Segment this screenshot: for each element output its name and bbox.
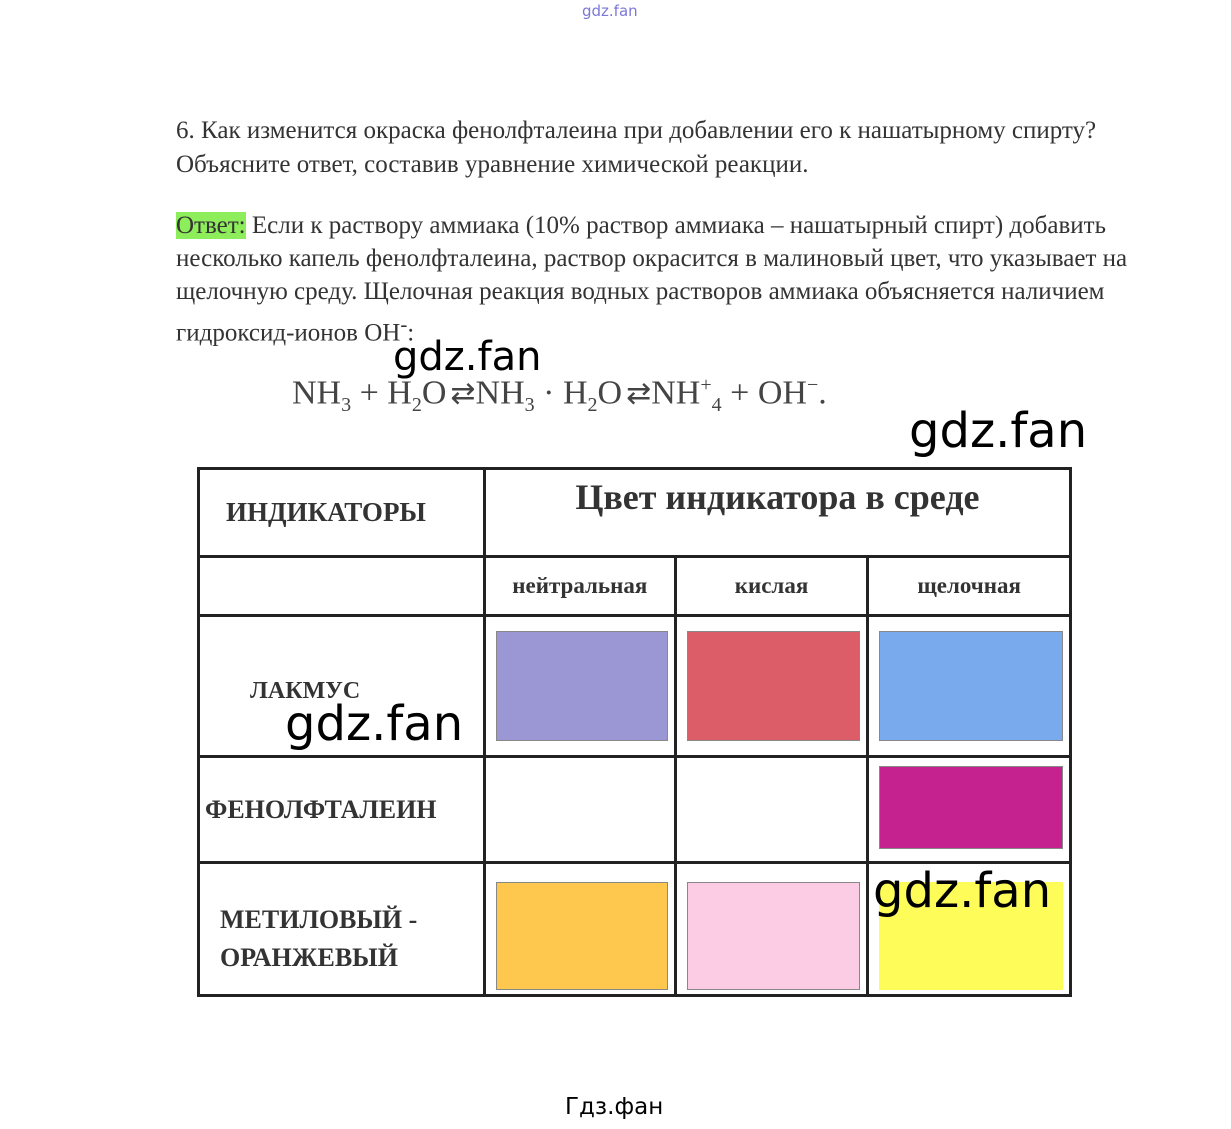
eq-sub: 2 bbox=[411, 394, 422, 417]
watermark: gdz.fan bbox=[393, 334, 542, 380]
eq-part: + H bbox=[351, 374, 412, 412]
row-litmus-label: ЛАКМУС bbox=[197, 614, 486, 758]
eq-sup: − bbox=[806, 374, 819, 396]
eq-part: NH bbox=[651, 374, 701, 412]
color-swatch bbox=[686, 882, 861, 990]
empty-cell bbox=[482, 755, 677, 864]
equilibrium-arrow-icon: ⇄ bbox=[626, 377, 651, 411]
answer-end: : bbox=[407, 319, 415, 347]
answer-text: Если к раствору аммиака (10% раствор амм… bbox=[176, 212, 1128, 347]
eq-part: + OH bbox=[721, 374, 807, 412]
watermark: gdz.fan bbox=[285, 696, 464, 752]
empty-cell bbox=[673, 755, 870, 864]
empty-cell bbox=[197, 555, 486, 617]
color-swatch bbox=[686, 631, 861, 741]
eq-part: O bbox=[421, 374, 447, 412]
eq-sub: 2 bbox=[587, 394, 598, 417]
answer-label: Ответ: bbox=[176, 212, 246, 239]
color-swatch bbox=[879, 766, 1063, 849]
env-alkaline: щелочная bbox=[866, 555, 1072, 617]
answer-sup: - bbox=[400, 312, 408, 336]
answer-paragraph: Ответ: Если к раствору аммиака (10% раст… bbox=[176, 209, 1176, 349]
eq-part: . bbox=[818, 374, 827, 412]
swatch-cell bbox=[482, 614, 677, 758]
watermark: gdz.fan bbox=[873, 863, 1052, 919]
swatch-cell bbox=[866, 614, 1072, 758]
header-color: Цвет индикатора в среде bbox=[482, 467, 1073, 558]
eq-part: · H bbox=[534, 374, 588, 412]
eq-sub: 4 bbox=[711, 394, 722, 417]
swatch-cell bbox=[482, 861, 677, 997]
watermark-top: gdz.fan bbox=[582, 2, 638, 20]
footer-text: Гдз.фан bbox=[565, 1094, 664, 1120]
eq-part: NH bbox=[292, 374, 342, 412]
swatch-cell bbox=[673, 614, 870, 758]
watermark: gdz.fan bbox=[909, 403, 1088, 459]
reaction-equation: NH3 + H2O ⇄ NH3 · H2O ⇄ NH+4 + OH−. bbox=[292, 374, 827, 417]
question-text: 6. Как изменится окраска фенолфталеина п… bbox=[176, 117, 1097, 178]
color-swatch bbox=[495, 882, 668, 990]
indicator-table: ИНДИКАТОРЫ Цвет индикатора в среде нейтр… bbox=[197, 467, 1073, 997]
swatch-cell bbox=[866, 755, 1072, 864]
color-swatch bbox=[879, 631, 1063, 741]
eq-sub: 3 bbox=[341, 394, 352, 417]
eq-part: O bbox=[597, 374, 623, 412]
eq-part: NH bbox=[475, 374, 525, 412]
eq-sup: + bbox=[700, 374, 712, 396]
swatch-cell bbox=[673, 861, 870, 997]
header-indicators: ИНДИКАТОРЫ bbox=[197, 467, 486, 558]
eq-sub: 3 bbox=[524, 394, 535, 417]
swatch-cell bbox=[866, 861, 1072, 997]
env-neutral: нейтральная bbox=[482, 555, 677, 617]
color-swatch bbox=[879, 882, 1063, 990]
color-swatch bbox=[495, 631, 668, 741]
row-methyl-orange-label: МЕТИЛОВЫЙ - ОРАНЖЕВЫЙ bbox=[197, 861, 486, 997]
equilibrium-arrow-icon: ⇄ bbox=[450, 377, 475, 411]
env-acidic: кислая bbox=[673, 555, 870, 617]
row-phenolphthalein-label: ФЕНОЛФТАЛЕИН bbox=[197, 755, 486, 864]
